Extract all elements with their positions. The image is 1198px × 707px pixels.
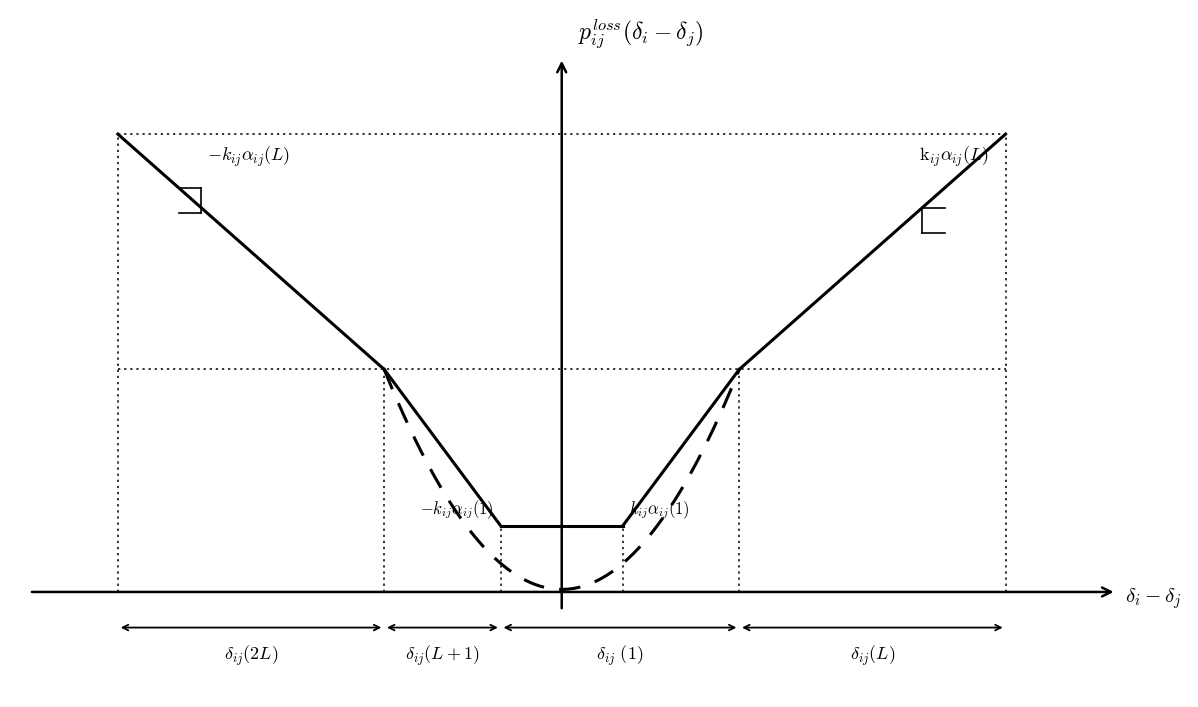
Text: $- k_{ij}\alpha_{ij}(L)$: $- k_{ij}\alpha_{ij}(L)$ [207,144,290,168]
Text: $\delta_{ij}(L+1)$: $\delta_{ij}(L+1)$ [405,644,479,668]
Text: $p_{ij}^{loss}(\delta_i - \delta_j)$: $p_{ij}^{loss}(\delta_i - \delta_j)$ [579,18,703,52]
Text: $k_{ij}\alpha_{ij}(1)$: $k_{ij}\alpha_{ij}(1)$ [629,498,690,521]
Text: $\delta_{ij}\ (1)$: $\delta_{ij}\ (1)$ [597,644,643,668]
Text: $\mathrm{k}_{ij}\alpha_{ij}(L)$: $\mathrm{k}_{ij}\alpha_{ij}(L)$ [919,144,988,168]
Text: $\delta_{ij}(2L)$: $\delta_{ij}(2L)$ [224,644,278,668]
Text: $\delta_i - \delta_j$: $\delta_i - \delta_j$ [1125,586,1181,611]
Text: $-k_{ij}\alpha_{ij}(1)$: $-k_{ij}\alpha_{ij}(1)$ [420,498,494,521]
Text: $\delta_{ij}(L)$: $\delta_{ij}(L)$ [849,644,895,668]
